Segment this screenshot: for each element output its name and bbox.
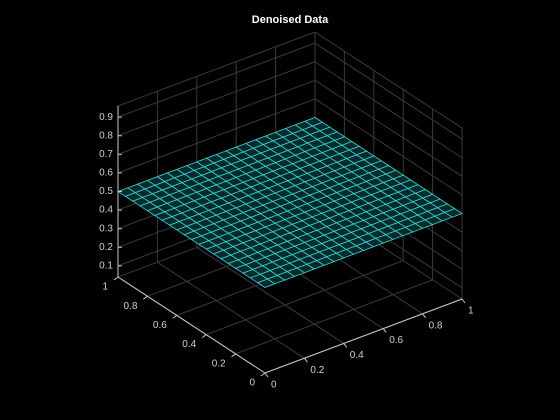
- x-tick-label: 0.6: [389, 335, 403, 346]
- x-tick: [422, 313, 427, 319]
- grid-line: [314, 42, 463, 140]
- y-tick-label: 0.6: [153, 320, 167, 331]
- x-tick-label: 0.8: [429, 320, 443, 331]
- y-tick: [201, 334, 207, 339]
- grid-line: [314, 61, 463, 159]
- y-tick: [260, 372, 266, 377]
- grid-line: [196, 246, 345, 344]
- z-tick-label: 0.5: [99, 186, 113, 197]
- y-tick-label: 0.4: [182, 339, 196, 350]
- y-tick-label: 1: [102, 282, 108, 293]
- grid-line: [117, 79, 316, 155]
- y-tick: [231, 353, 236, 358]
- x-tick: [264, 372, 269, 378]
- x-tick-label: 0.2: [310, 365, 324, 376]
- y-tick: [172, 314, 178, 319]
- grid-line: [314, 98, 463, 196]
- x-tick: [382, 328, 387, 333]
- box-edge: [314, 31, 463, 129]
- chart-title: Denoised Data: [252, 14, 329, 26]
- y-tick-label: 0.2: [212, 358, 226, 369]
- y-tick-label: 0.8: [123, 301, 137, 312]
- grid-line: [117, 98, 316, 174]
- y-tick: [143, 295, 148, 300]
- box-edge: [117, 31, 316, 107]
- grid-line: [157, 261, 305, 359]
- grid-line: [235, 279, 433, 355]
- z-tick-label: 0.4: [99, 205, 113, 216]
- z-tick-label: 0.9: [99, 112, 113, 123]
- x-axis: [264, 298, 463, 374]
- y-axis: [117, 276, 266, 374]
- x-tick-label: 1: [468, 306, 474, 317]
- grid-line: [117, 61, 316, 137]
- grid-line: [117, 42, 316, 118]
- x-tick-label: 0.4: [350, 350, 364, 361]
- z-tick-label: 0.3: [99, 223, 113, 234]
- y-tick-label: 0: [249, 378, 255, 389]
- x-tick-label: 0: [271, 380, 277, 391]
- z-tick-label: 0.7: [99, 149, 113, 160]
- z-tick-label: 0.1: [99, 260, 113, 271]
- z-tick-label: 0.2: [99, 242, 113, 253]
- mesh-cell: [304, 117, 324, 127]
- x-tick: [303, 357, 308, 363]
- grid-line: [314, 79, 463, 177]
- grid-line: [206, 260, 404, 336]
- z-tick-label: 0.6: [99, 168, 113, 179]
- z-tick-label: 0.8: [99, 130, 113, 141]
- x-tick: [343, 343, 348, 348]
- y-tick: [113, 276, 119, 281]
- x-tick: [461, 298, 466, 304]
